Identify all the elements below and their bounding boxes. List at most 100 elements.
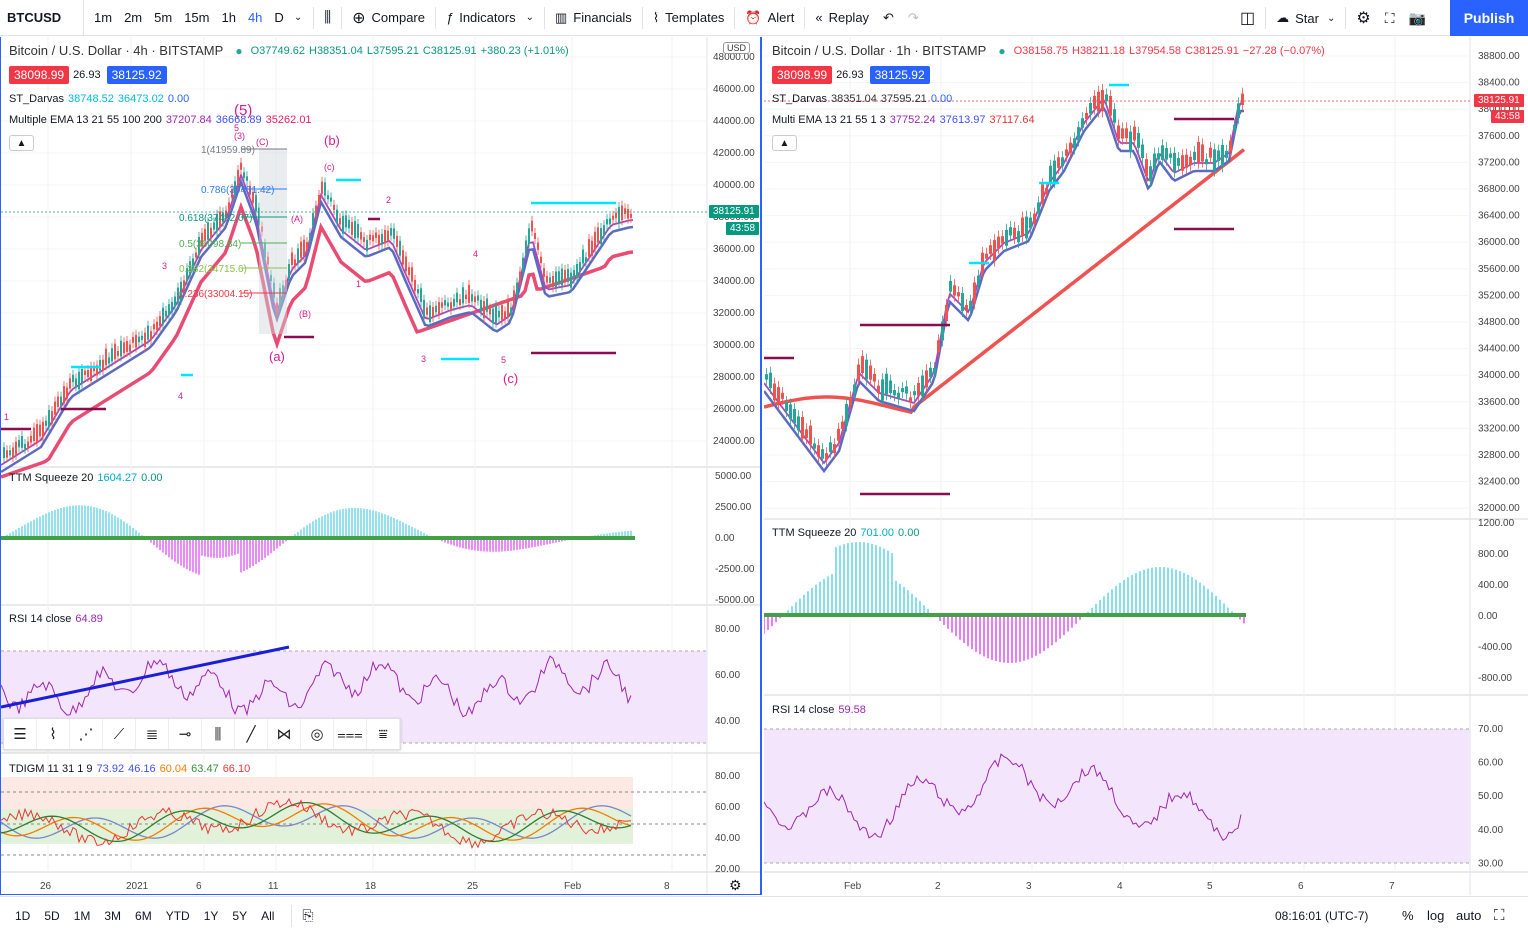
usd-currency-label[interactable]: USD xyxy=(723,42,751,54)
fullscreen-icon[interactable]: ⛶ xyxy=(1494,907,1505,924)
interval-2m[interactable]: 2m xyxy=(124,10,143,25)
candle-body xyxy=(769,372,772,389)
range-5D[interactable]: 5D xyxy=(44,908,60,923)
interval-1h[interactable]: 1h xyxy=(221,10,236,25)
divider xyxy=(804,6,806,29)
alert-button[interactable]: ⏰ Alert xyxy=(738,0,801,36)
candle-body xyxy=(414,279,416,291)
redo-button[interactable]: ↷ xyxy=(901,0,926,36)
candle-body xyxy=(564,270,566,281)
auto-toggle[interactable]: auto xyxy=(1456,908,1482,923)
left-tdi-legend[interactable]: TDIGM 11 31 1 9 73.92 46.16 60.04 63.47 … xyxy=(9,763,254,775)
ask-price[interactable]: 38125.92 xyxy=(106,66,167,84)
collapse-legend-button[interactable]: ▲ xyxy=(772,135,797,151)
horizontal-ray-icon[interactable]: ⊸ xyxy=(169,719,202,749)
elliott-wave-label: 1 xyxy=(356,279,361,289)
star-button[interactable]: ☁ Star ⌄ xyxy=(1269,0,1342,36)
bid-price[interactable]: 38098.99 xyxy=(9,66,70,84)
candle-body xyxy=(114,343,116,360)
candle-body xyxy=(42,421,44,437)
trend-line-icon[interactable]: ╱ xyxy=(235,719,268,749)
right-chart-panel[interactable]: 38800.00 38400.00 38000.00 37600.00 37200.00… xyxy=(764,37,1528,895)
candle-body xyxy=(261,226,263,232)
range-1M[interactable]: 1M xyxy=(73,908,91,923)
right-rsi-legend[interactable]: RSI 14 close 59.58 xyxy=(772,704,870,716)
interval-5m[interactable]: 5m xyxy=(154,10,173,25)
indicators-button[interactable]: ƒ Indicators ⌄ xyxy=(439,0,541,36)
collapse-legend-button[interactable]: ▲ xyxy=(9,135,34,151)
candle-body xyxy=(941,321,944,341)
elliott-wave-icon[interactable]: ⌇ xyxy=(37,719,70,749)
time-settings-gear-icon[interactable]: ⚙ xyxy=(729,877,742,893)
left-ema-legend[interactable]: Multiple EMA 13 21 55 100 200 37207.84 3… xyxy=(9,114,316,126)
candle-body xyxy=(1073,138,1076,149)
left-rsi-legend[interactable]: RSI 14 close 64.89 xyxy=(9,613,107,625)
interval-1m[interactable]: 1m xyxy=(94,10,113,25)
range-1D[interactable]: 1D xyxy=(15,908,31,923)
indicator-name: RSI 14 close xyxy=(772,704,835,716)
percent-toggle[interactable]: % xyxy=(1402,908,1414,923)
divider xyxy=(1265,7,1267,29)
range-YTD[interactable]: YTD xyxy=(165,908,190,923)
candle-body xyxy=(156,321,158,330)
layout-button[interactable]: ◫ xyxy=(1233,0,1262,36)
regression-icon[interactable]: ⩸ xyxy=(367,719,400,749)
candle-body xyxy=(48,410,50,427)
elliott-wave-label: (A) xyxy=(291,214,303,224)
parallel-channel-icon[interactable]: ⩶ xyxy=(334,719,367,749)
ask-price[interactable]: 38125.92 xyxy=(869,66,930,84)
spread-value: 26.93 xyxy=(836,69,864,81)
go-to-date-icon[interactable]: ⎘ xyxy=(302,907,314,923)
left-chart-panel[interactable]: 48000.00 46000.00 44000.00 42000.00 40000.00… xyxy=(0,37,762,895)
right-darvas-legend[interactable]: ST_Darvas 38351.04 37595.21 0.00 xyxy=(772,93,956,105)
templates-button[interactable]: ⌇ Templates xyxy=(646,0,732,36)
pattern-icon[interactable]: ⋈ xyxy=(268,719,301,749)
publish-button[interactable]: Publish xyxy=(1450,0,1528,36)
rsi-axis-label: 50.00 xyxy=(1478,791,1503,802)
candle-body xyxy=(396,235,398,247)
interval-4h[interactable]: 4h xyxy=(247,10,263,25)
right-ttm-legend[interactable]: TTM Squeeze 20 701.00 0.00 xyxy=(772,527,923,539)
candle-body xyxy=(426,307,428,315)
interval-D[interactable]: D xyxy=(274,10,284,25)
chart-type-button[interactable]: ⫼ xyxy=(317,0,338,36)
date-range-group: 1D 5D 1M 3M 6M YTD 1Y 5Y All xyxy=(8,909,281,923)
log-toggle[interactable]: log xyxy=(1427,908,1445,923)
trend-angle-icon[interactable]: ⟋ xyxy=(103,719,136,749)
clock-display[interactable]: 08:16:01 (UTC-7) xyxy=(1275,908,1369,923)
range-All[interactable]: All xyxy=(261,908,275,923)
fib-circle-icon[interactable]: ◎ xyxy=(301,719,334,749)
right-chart-canvas[interactable]: 38800.00 38400.00 38000.00 37600.00 37200.00… xyxy=(764,37,1528,895)
undo-button[interactable]: ↶ xyxy=(876,0,901,36)
candle-body xyxy=(408,267,410,276)
replay-button[interactable]: « Replay xyxy=(808,0,876,36)
fib-retracement-icon[interactable]: ≣ xyxy=(136,719,169,749)
bid-price[interactable]: 38098.99 xyxy=(772,66,833,84)
candle-body xyxy=(180,281,182,300)
candle-body xyxy=(837,428,840,441)
abc-wave-icon[interactable]: ⋰ xyxy=(70,719,103,749)
elliott-wave-label: 3 xyxy=(421,354,426,364)
price-axis-label: 36000.00 xyxy=(713,244,755,255)
fullscreen-button[interactable]: ⛶ xyxy=(1378,0,1402,36)
range-1Y[interactable]: 1Y xyxy=(203,908,219,923)
snapshot-button[interactable]: 📷 xyxy=(1402,0,1433,36)
candle-body xyxy=(809,425,812,445)
candle-body xyxy=(1209,147,1212,158)
financials-button[interactable]: ▥ Financials xyxy=(548,0,639,36)
price-range-icon[interactable]: ⫼ xyxy=(202,719,235,749)
range-5Y[interactable]: 5Y xyxy=(232,908,248,923)
left-darvas-legend[interactable]: ST_Darvas 38748.52 36473.02 0.00 xyxy=(9,93,193,105)
right-ema-legend[interactable]: Multi EMA 13 21 55 1 3 37752.24 37613.97… xyxy=(772,114,1039,126)
candle-body xyxy=(1137,132,1140,148)
left-ttm-legend[interactable]: TTM Squeeze 20 1604.27 0.00 xyxy=(9,472,167,484)
compare-button[interactable]: ⊕ Compare xyxy=(345,0,432,36)
candle-body xyxy=(345,215,347,228)
chevron-down-icon[interactable]: ⌄ xyxy=(293,12,303,23)
range-6M[interactable]: 6M xyxy=(135,908,152,923)
range-3M[interactable]: 3M xyxy=(104,908,122,923)
settings-button[interactable]: ⚙ xyxy=(1349,0,1377,36)
menu-icon[interactable]: ☰ xyxy=(4,719,37,749)
symbol-search[interactable]: BTCUSD xyxy=(0,0,84,36)
interval-15m[interactable]: 15m xyxy=(184,10,210,25)
